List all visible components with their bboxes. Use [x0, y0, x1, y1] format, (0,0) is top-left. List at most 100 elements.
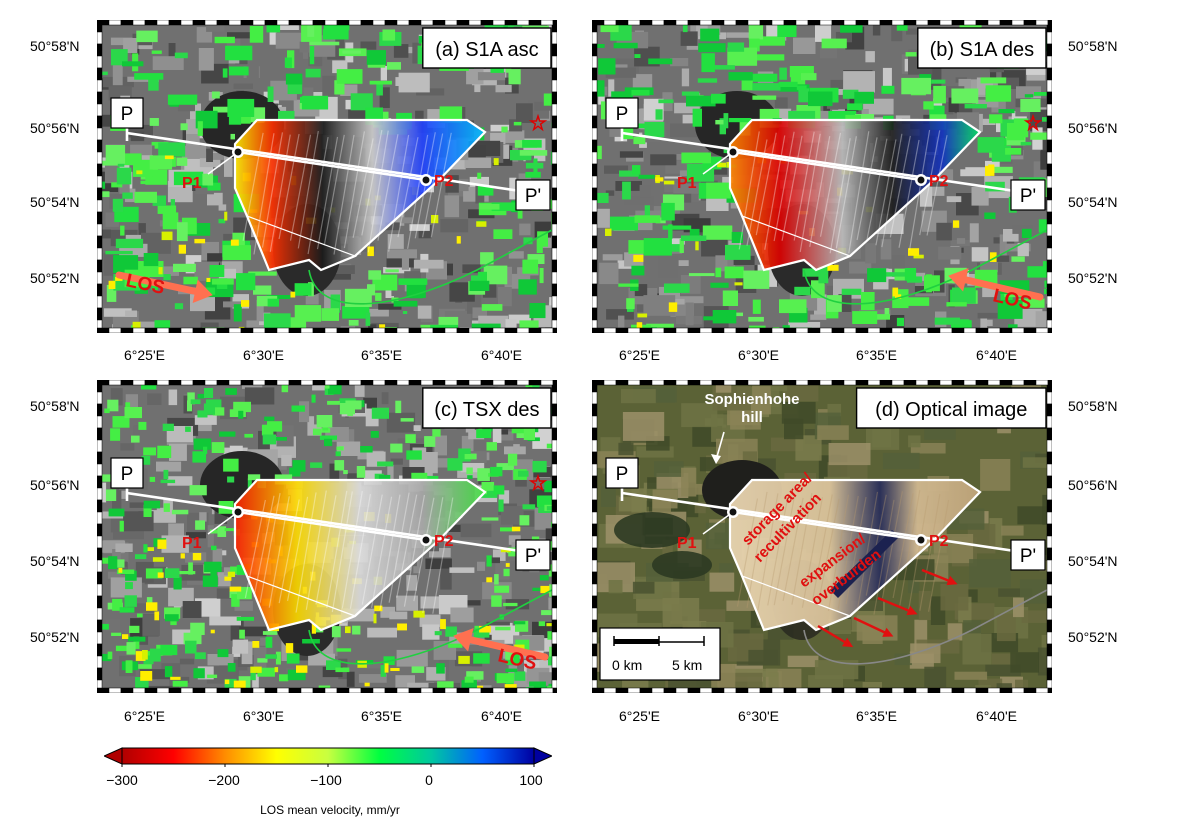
frame-segment	[348, 20, 362, 26]
frame-segment	[408, 687, 422, 693]
stripe	[757, 493, 779, 611]
frame-segment	[144, 380, 158, 386]
frame-segment	[819, 687, 833, 693]
los-arrow-icon	[453, 628, 549, 661]
frame-segment	[492, 327, 506, 333]
frame-segment	[97, 20, 110, 26]
stripe	[278, 133, 300, 240]
frame-segment	[592, 535, 598, 549]
los-arrow-icon	[115, 271, 213, 304]
frame-segment	[348, 687, 362, 693]
profile-end-label: P'	[1020, 186, 1036, 207]
frame-segment	[963, 687, 977, 693]
colorbar-bar	[121, 747, 535, 765]
panel-d: P P' P1 P2 (d) Optical image Sophienhohe hill s…	[592, 380, 1052, 693]
frame-segment	[551, 427, 557, 441]
frame-segment	[468, 687, 482, 693]
frame-segment	[807, 687, 821, 693]
stripe	[865, 494, 887, 596]
frame-segment	[276, 327, 290, 333]
scale-bar: 0 km 5 km	[599, 627, 721, 681]
frame-segment	[963, 327, 977, 333]
frame-segment	[480, 380, 494, 386]
frame-segment	[180, 687, 194, 693]
frame-segment	[675, 687, 689, 693]
colorbar	[104, 745, 552, 767]
frame-segment	[627, 380, 641, 386]
frame-segment	[1046, 295, 1052, 309]
frame-segment	[324, 687, 338, 693]
frame-segment	[132, 20, 146, 26]
frame-segment	[603, 380, 617, 386]
frame-segment	[108, 380, 122, 386]
frame-segment	[951, 327, 965, 333]
frame-segment	[711, 20, 725, 26]
frame-segment	[927, 687, 941, 693]
frame-segment	[1035, 20, 1049, 26]
stripe	[430, 132, 452, 238]
frame-segment	[975, 327, 989, 333]
frame-segment	[783, 687, 797, 693]
stripe	[361, 129, 383, 236]
frame-segment	[592, 295, 598, 309]
frame-segment	[819, 380, 833, 386]
los-arrow-shaft	[115, 271, 207, 297]
frame-segment	[807, 380, 821, 386]
frame-segment	[551, 115, 557, 129]
frame-segment	[288, 687, 302, 693]
frame-segment	[492, 380, 506, 386]
colorbar-min-arrow	[104, 747, 123, 765]
stripe	[268, 496, 290, 608]
profile-start-label-box: P	[605, 457, 639, 489]
frame-segment	[444, 380, 458, 386]
frame-segment	[264, 20, 278, 26]
frame-segment	[551, 223, 557, 237]
stripe	[397, 137, 419, 238]
frame-segment	[516, 327, 530, 333]
frame-segment	[540, 687, 554, 693]
frame-segment	[1023, 20, 1037, 26]
frame-segment	[97, 427, 103, 441]
p2-marker-center	[917, 536, 925, 544]
frame-segment	[552, 20, 557, 26]
frame-segment	[1046, 559, 1052, 573]
frame-segment	[687, 687, 701, 693]
frame-segment	[855, 20, 869, 26]
lon-label: 6°30'E	[738, 347, 779, 363]
frame-segment	[324, 20, 338, 26]
boundary-inner-line	[763, 259, 805, 271]
lon-label: 6°40'E	[976, 347, 1017, 363]
los-arrow-icon	[948, 268, 1044, 301]
panel-a: P P' P1 P2 (a) S1A asc LOS	[97, 20, 557, 333]
frame-segment	[204, 687, 218, 693]
stripe	[809, 136, 831, 247]
hill-label: Sophienhohe	[705, 391, 800, 408]
frame-segment	[551, 127, 557, 141]
frame-segment	[264, 380, 278, 386]
frame-segment	[97, 451, 103, 465]
panel-title: (d) Optical image	[875, 399, 1027, 421]
frame-segment	[168, 687, 182, 693]
frame-segment	[939, 687, 953, 693]
lon-label: 6°30'E	[738, 708, 779, 724]
frame-segment	[444, 327, 458, 333]
frame-segment	[456, 327, 470, 333]
hill-label-line2: hill	[741, 409, 763, 426]
frame-segment	[288, 20, 302, 26]
frame-segment	[807, 327, 821, 333]
stripe	[829, 138, 851, 254]
frame-segment	[592, 547, 598, 561]
stripe	[407, 134, 429, 249]
frame-segment	[592, 607, 598, 621]
stripe	[289, 134, 312, 241]
frame-segment	[592, 283, 598, 297]
frame-segment	[939, 20, 953, 26]
frame-segment	[228, 380, 242, 386]
frame-segment	[592, 475, 598, 489]
frame-segment	[759, 380, 773, 386]
frame-segment	[1046, 667, 1052, 681]
frame-segment	[120, 687, 134, 693]
frame-segment	[180, 380, 194, 386]
lon-label: 6°25'E	[124, 347, 165, 363]
stripe	[927, 499, 950, 612]
